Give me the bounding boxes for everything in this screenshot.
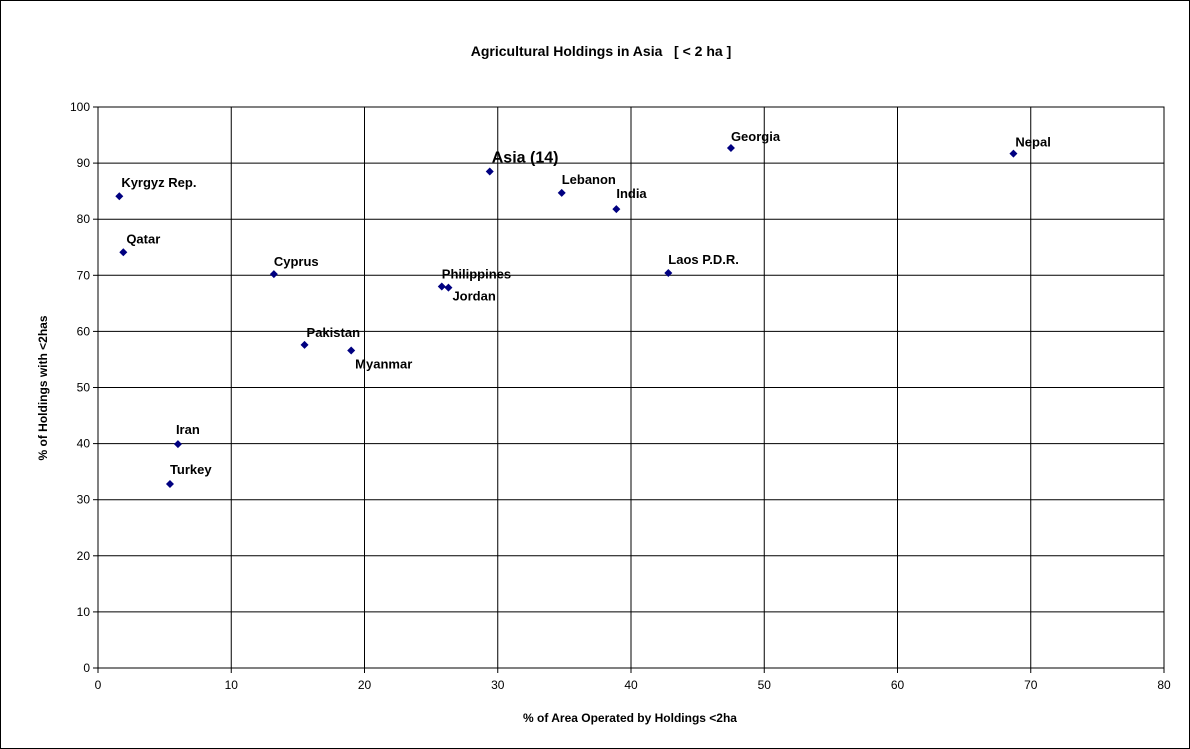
data-point bbox=[612, 205, 621, 214]
data-point bbox=[347, 346, 356, 355]
point-label: Nepal bbox=[1015, 135, 1050, 150]
x-tick-label: 50 bbox=[758, 678, 772, 692]
point-label: Jordan bbox=[452, 289, 495, 304]
y-tick-label: 10 bbox=[77, 605, 91, 619]
y-tick-label: 20 bbox=[77, 549, 91, 563]
y-axis-label: % of Holdings with <2has bbox=[36, 315, 50, 460]
axis-ticks: 0 10 20 30 40 50 60 70 80 90 100 0 10 20 30 40 50 60 70 80 bbox=[70, 100, 1171, 692]
y-tick-label: 40 bbox=[77, 437, 91, 451]
x-tick-label: 0 bbox=[95, 678, 102, 692]
point-label: India bbox=[616, 186, 647, 201]
data-point bbox=[726, 143, 735, 152]
x-tick-label: 80 bbox=[1157, 678, 1171, 692]
y-tick-label: 100 bbox=[70, 100, 90, 114]
y-tick-label: 50 bbox=[77, 381, 91, 395]
point-label: Iran bbox=[176, 422, 200, 437]
data-point bbox=[444, 283, 453, 292]
data-point bbox=[165, 479, 174, 488]
point-label: Turkey bbox=[170, 462, 212, 477]
data-points bbox=[115, 143, 1018, 488]
x-tick-label: 30 bbox=[491, 678, 505, 692]
x-tick-label: 70 bbox=[1024, 678, 1038, 692]
point-label: Georgia bbox=[731, 129, 781, 144]
data-point bbox=[269, 270, 278, 279]
x-tick-label: 40 bbox=[624, 678, 638, 692]
data-point bbox=[300, 340, 309, 349]
y-tick-label: 90 bbox=[77, 156, 91, 170]
point-label: Asia (14) bbox=[492, 150, 559, 167]
chart-title: Agricultural Holdings in Asia [ < 2 ha ] bbox=[471, 43, 731, 59]
point-label: Lebanon bbox=[562, 172, 616, 187]
point-labels: Kyrgyz Rep. Qatar Cyprus Pakistan Myanmar Ira… bbox=[121, 129, 1051, 477]
y-tick-label: 80 bbox=[77, 212, 91, 226]
x-tick-label: 60 bbox=[891, 678, 905, 692]
x-tick-label: 10 bbox=[225, 678, 239, 692]
data-point bbox=[1009, 149, 1018, 158]
data-point bbox=[664, 269, 673, 278]
point-label: Myanmar bbox=[355, 356, 412, 371]
data-point bbox=[119, 248, 128, 257]
x-axis-label: % of Area Operated by Holdings <2ha bbox=[523, 711, 737, 725]
y-tick-label: 0 bbox=[83, 661, 90, 675]
x-tick-label: 20 bbox=[358, 678, 372, 692]
point-label: Qatar bbox=[126, 231, 160, 246]
y-tick-label: 70 bbox=[77, 268, 91, 282]
data-point bbox=[557, 188, 566, 197]
data-point bbox=[437, 282, 446, 291]
data-point bbox=[115, 192, 124, 201]
data-point bbox=[173, 440, 182, 449]
point-label: Kyrgyz Rep. bbox=[121, 175, 196, 190]
data-point bbox=[485, 167, 494, 176]
point-label: Laos P.D.R. bbox=[668, 252, 739, 267]
point-label: Pakistan bbox=[307, 325, 361, 340]
point-label: Philippines bbox=[442, 267, 511, 282]
point-label: Cyprus bbox=[274, 254, 319, 269]
y-tick-label: 60 bbox=[77, 324, 91, 338]
y-tick-label: 30 bbox=[77, 493, 91, 507]
